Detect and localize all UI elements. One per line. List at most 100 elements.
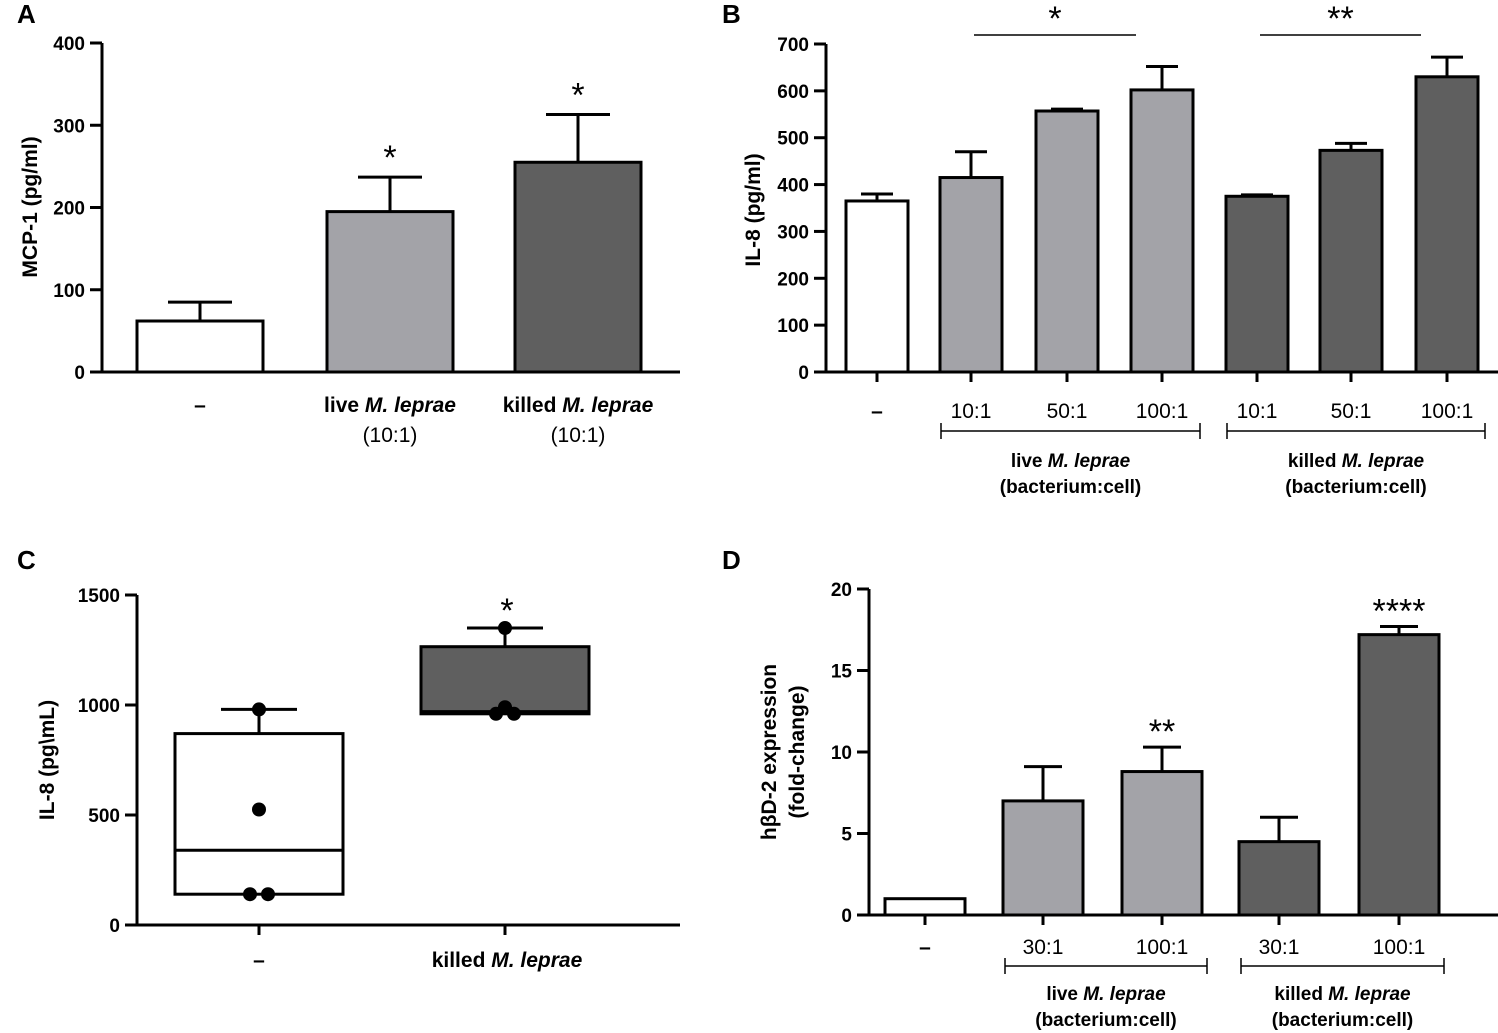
panel-d-x-tick-label: 100:1	[1373, 936, 1426, 959]
panel-a-category-label: –	[194, 394, 206, 417]
panel-d-x-tick-label: –	[919, 936, 931, 959]
panel-d-y-tick-label: 20	[831, 580, 852, 601]
panel-b-bar	[1224, 194, 1290, 374]
panel-b-group-label: killed M. leprae	[1288, 451, 1425, 472]
panel-a-y-tick-label: 200	[53, 199, 85, 220]
panel-d-bar	[1357, 633, 1441, 917]
panel-b-bar	[938, 176, 1004, 374]
panel-c-data-point	[498, 700, 512, 715]
panel-a-category-label: live M. leprae	[324, 394, 456, 417]
panel-b-group-unit: (bacterium:cell)	[1285, 477, 1426, 498]
panel-a-category-label-species: M. leprae	[562, 394, 653, 417]
panel-b-x-tick-label: 50:1	[1331, 400, 1372, 423]
panel-d-x-tick-label: 30:1	[1023, 936, 1064, 959]
panel-a-category-label-species: M. leprae	[365, 394, 456, 417]
panel-a-significance: *	[571, 77, 584, 115]
panel-b-x-tick-label: –	[871, 400, 883, 423]
panel-d-y-tick-label: 15	[831, 662, 853, 683]
panel-d-x-tick-label: 100:1	[1136, 936, 1189, 959]
panel-d-x-tick-label: 30:1	[1259, 936, 1300, 959]
panel-d-y-tick-label: 5	[841, 825, 852, 846]
panel-a-category-label-prefix: live	[324, 394, 365, 417]
panel-b-y-tick-label: 300	[777, 222, 809, 243]
panel-b-group-unit: (bacterium:cell)	[1000, 477, 1141, 498]
panel-a-y-tick-label: 300	[53, 116, 85, 137]
panel-b-group-label-prefix: killed	[1288, 451, 1342, 472]
panel-d-bar	[1237, 840, 1321, 917]
panel-c-label: C	[17, 545, 36, 575]
panel-a-category-label-prefix: killed	[503, 394, 563, 417]
panel-d-group-label: live M. leprae	[1046, 984, 1166, 1005]
panel-a-y-tick-label: 100	[53, 281, 85, 302]
panel-b-significance: **	[1327, 0, 1353, 38]
panel-a-y-tick-label: 400	[53, 34, 85, 55]
panel-b-bar	[1318, 148, 1384, 374]
panel-d-y-tick-label: 10	[831, 743, 852, 764]
panel-d-significance: ****	[1373, 592, 1426, 630]
panel-b-x-tick-label: 100:1	[1421, 400, 1474, 423]
panel-a-category-ratio: (10:1)	[551, 424, 606, 447]
panel-b-y-label: IL-8 (pg/ml)	[742, 153, 765, 266]
panel-c-significance: *	[500, 592, 513, 630]
panel-b-y-tick-label: 100	[777, 316, 809, 337]
panel-b-group-label-species: M. leprae	[1342, 451, 1425, 472]
panel-c-data-point	[252, 802, 266, 817]
panel-c-y-tick-label: 1000	[78, 696, 120, 717]
panel-b-bar	[1414, 75, 1480, 374]
panel-a-bar	[513, 160, 643, 374]
panel-b-x-tick-label: 10:1	[951, 400, 992, 423]
panel-b-group-label-prefix: live	[1011, 451, 1048, 472]
panel-d-group-label-prefix: live	[1046, 984, 1083, 1005]
panel-c-category-label-prefix: killed	[432, 949, 492, 972]
panel-b-y-tick-label: 500	[777, 129, 809, 150]
panel-b-bar	[1129, 88, 1195, 374]
panel-d-group-unit: (bacterium:cell)	[1272, 1010, 1413, 1031]
panel-c-data-point	[252, 702, 266, 717]
panel-a-bar	[135, 319, 265, 374]
panel-b-y-tick-label: 400	[777, 176, 809, 197]
panel-a-significance: *	[383, 139, 396, 177]
panel-c-y-tick-label: 1500	[78, 586, 120, 607]
panel-b-group-label-species: M. leprae	[1048, 451, 1131, 472]
panel-d-y-label-unit: (fold-change)	[786, 686, 809, 819]
panel-c-category-label-species: M. leprae	[491, 949, 582, 972]
panel-d-bar	[1120, 770, 1204, 917]
panel-b-bar	[844, 199, 910, 374]
panel-a-bar	[325, 210, 455, 374]
panel-b-bar	[1034, 109, 1100, 374]
panel-d-significance: **	[1149, 713, 1175, 751]
panel-d-y-tick-label: 0	[841, 906, 852, 927]
panel-d-group-label-species: M. leprae	[1328, 984, 1411, 1005]
panel-d-bar	[1001, 799, 1085, 917]
panel-b-significance: *	[1048, 0, 1061, 38]
panel-b-y-tick-label: 200	[777, 269, 809, 290]
panel-c-category-label: –	[253, 949, 265, 972]
panel-d-group-unit: (bacterium:cell)	[1035, 1010, 1176, 1031]
panel-b-label: B	[722, 0, 741, 29]
panel-c-data-point	[243, 887, 257, 902]
panel-b-x-tick-label: 50:1	[1047, 400, 1088, 423]
panel-c-data-point	[261, 887, 275, 902]
panel-a-category-ratio: (10:1)	[363, 424, 418, 447]
panel-b-y-tick-label: 700	[777, 35, 809, 56]
panel-c-data-point	[498, 621, 512, 635]
panel-c-y-tick-label: 0	[109, 916, 120, 937]
panel-d-y-label: hβD-2 expression	[758, 664, 781, 840]
panel-a-y-label: MCP-1 (pg/ml)	[19, 136, 42, 277]
panel-b-x-tick-label: 10:1	[1237, 400, 1278, 423]
panel-c-y-label: IL-8 (pg\mL)	[36, 700, 59, 820]
panel-b-group-label: live M. leprae	[1011, 451, 1131, 472]
panel-d-group-label: killed M. leprae	[1274, 984, 1411, 1005]
panel-b-y-tick-label: 600	[777, 82, 809, 103]
panel-c-category-label: killed M. leprae	[432, 949, 583, 972]
panel-d-group-label-prefix: killed	[1274, 984, 1328, 1005]
panel-c-y-tick-label: 500	[88, 806, 120, 827]
panel-d-label: D	[722, 545, 741, 575]
panel-d-bar	[883, 897, 967, 917]
panel-b-y-tick-label: 0	[798, 363, 809, 384]
panel-b-x-tick-label: 100:1	[1136, 400, 1189, 423]
panel-a-y-tick-label: 0	[74, 363, 85, 384]
panel-d-group-label-species: M. leprae	[1083, 984, 1166, 1005]
panel-a-category-label: killed M. leprae	[503, 394, 654, 417]
